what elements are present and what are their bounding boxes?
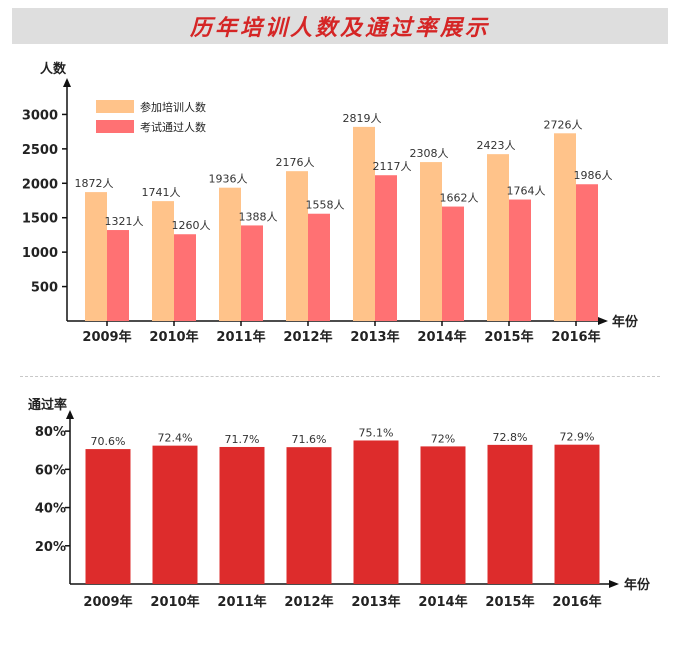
data-label: 71.7% <box>225 433 260 446</box>
data-label: 75.1% <box>359 426 394 439</box>
y-tick-label: 500 <box>31 281 58 296</box>
bar <box>241 225 263 321</box>
x-tick-label: 2009年 <box>83 594 132 610</box>
legend-swatch <box>96 120 134 133</box>
x-tick-label: 2011年 <box>216 329 265 345</box>
data-label: 72.8% <box>493 431 528 444</box>
data-label: 70.6% <box>91 435 126 448</box>
legend-swatch <box>96 100 134 113</box>
data-label: 1741人 <box>142 186 181 199</box>
bar <box>487 444 533 584</box>
data-label: 2423人 <box>477 139 516 152</box>
x-tick-label: 2014年 <box>418 594 467 610</box>
x-tick-label: 2016年 <box>552 594 601 610</box>
section-divider <box>20 376 660 377</box>
y-tick-label: 1000 <box>22 246 58 261</box>
x-tick-label: 2014年 <box>417 329 466 345</box>
x-tick-label: 2011年 <box>217 594 266 610</box>
page-title: 历年培训人数及通过率展示 <box>189 15 490 41</box>
y-axis-label: 人数 <box>40 61 67 77</box>
bar <box>487 154 509 321</box>
data-label: 1986人 <box>574 169 613 182</box>
data-label: 1872人 <box>75 177 114 190</box>
data-label: 72.9% <box>560 431 595 444</box>
legend-label: 参加培训人数 <box>140 100 206 114</box>
y-tick-label: 2500 <box>22 143 58 158</box>
data-label: 2308人 <box>410 147 449 160</box>
bar <box>420 162 442 321</box>
data-label: 1260人 <box>172 219 211 232</box>
x-tick-label: 2016年 <box>551 329 600 345</box>
y-axis-label: 通过率 <box>28 397 67 413</box>
data-label: 72% <box>431 432 455 445</box>
x-axis-label: 年份 <box>612 314 639 330</box>
data-label: 1558人 <box>306 199 345 212</box>
x-axis-label: 年份 <box>624 577 651 593</box>
bar <box>286 171 308 321</box>
bar <box>174 234 196 321</box>
bar <box>85 449 131 584</box>
bar <box>107 230 129 321</box>
y-tick-label: 40% <box>35 502 66 517</box>
y-tick-label: 60% <box>35 463 66 478</box>
bar <box>554 444 600 584</box>
bar <box>152 201 174 321</box>
x-tick-label: 2015年 <box>485 594 534 610</box>
y-tick-label: 20% <box>35 540 66 555</box>
bar <box>353 126 375 321</box>
x-tick-label: 2010年 <box>150 594 199 610</box>
bar <box>308 213 330 321</box>
bar <box>286 447 332 584</box>
data-label: 71.6% <box>292 433 327 446</box>
title-bar: 历年培训人数及通过率展示 <box>12 8 668 44</box>
x-tick-label: 2012年 <box>283 329 332 345</box>
bar <box>509 199 531 321</box>
y-axis-arrow <box>66 410 74 419</box>
bar <box>420 446 466 584</box>
x-tick-label: 2009年 <box>82 329 131 345</box>
bar <box>576 184 598 321</box>
x-tick-label: 2015年 <box>484 329 533 345</box>
y-tick-label: 1500 <box>22 212 58 227</box>
bar <box>375 175 397 321</box>
bar <box>219 187 241 321</box>
data-label: 2176人 <box>276 156 315 169</box>
bar <box>442 206 464 321</box>
data-label: 2726人 <box>544 118 583 131</box>
data-label: 72.4% <box>158 432 193 445</box>
x-axis-arrow <box>598 317 608 325</box>
data-label: 2819人 <box>343 112 382 125</box>
bar <box>554 133 576 321</box>
y-tick-label: 80% <box>35 425 66 440</box>
bar <box>152 445 198 584</box>
y-axis-arrow <box>63 78 71 87</box>
bar <box>219 446 265 584</box>
y-tick-label: 2000 <box>22 177 58 192</box>
data-label: 1321人 <box>105 215 144 228</box>
x-tick-label: 2013年 <box>351 594 400 610</box>
bar <box>353 440 399 584</box>
x-tick-label: 2013年 <box>350 329 399 345</box>
bar <box>85 192 107 321</box>
data-label: 1388人 <box>239 210 278 223</box>
y-tick-label: 3000 <box>22 108 58 123</box>
legend-label: 考试通过人数 <box>140 121 206 134</box>
data-label: 1936人 <box>209 173 248 186</box>
data-label: 1764人 <box>507 185 546 198</box>
x-tick-label: 2010年 <box>149 329 198 345</box>
x-axis-arrow <box>609 580 619 588</box>
data-label: 1662人 <box>440 192 479 205</box>
x-tick-label: 2012年 <box>284 594 333 610</box>
data-label: 2117人 <box>373 160 412 173</box>
